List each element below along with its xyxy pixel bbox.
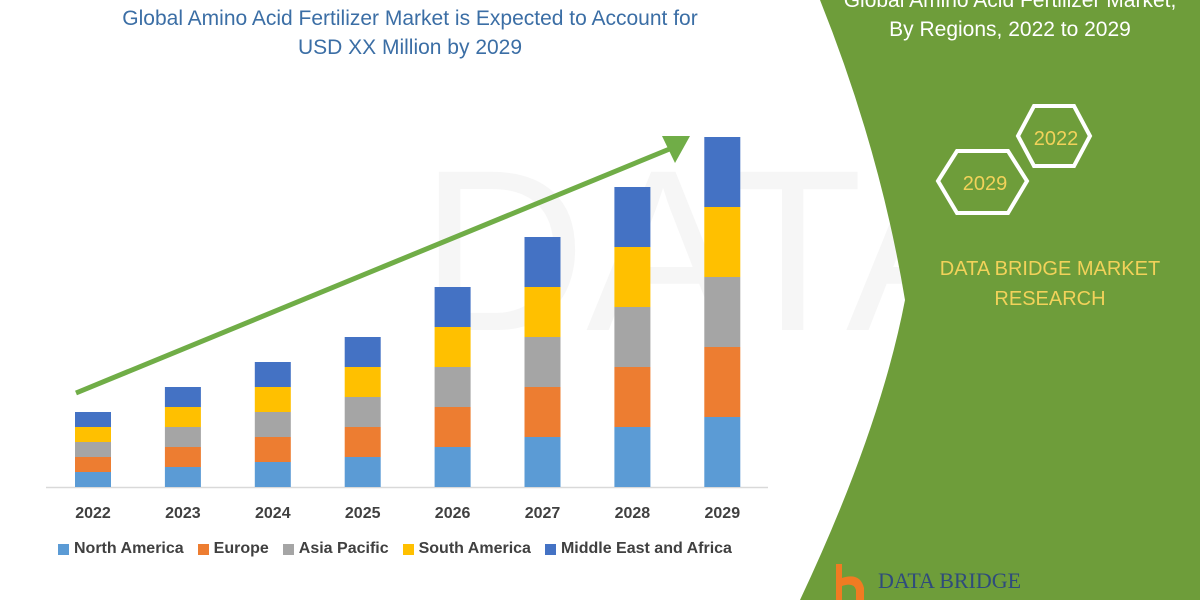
- side-title-line-1: Global Amino Acid Fertilizer Market,: [843, 0, 1177, 12]
- x-tick-label: 2025: [345, 505, 381, 522]
- bar-segment-asia-pacific-2027: [524, 337, 561, 387]
- bar-segment-south-america-2027: [524, 287, 561, 337]
- x-tick-label: 2022: [75, 505, 111, 522]
- hexagon-2029: [935, 149, 1030, 215]
- x-tick-label: 2027: [525, 505, 561, 522]
- bar-segment-south-america-2025: [344, 367, 381, 397]
- legend-item: Asia Pacific: [282, 540, 389, 558]
- chart-title: Global Amino Acid Fertilizer Market is E…: [60, 4, 760, 62]
- hexagon-2022: [1015, 104, 1093, 168]
- legend-item: Europe: [197, 540, 269, 558]
- x-tick-label: 2028: [615, 505, 651, 522]
- bar-segment-north-america-2022: [75, 472, 111, 487]
- brand-line-2: RESEARCH: [994, 288, 1106, 310]
- bar-segment-europe-2023: [164, 447, 201, 467]
- green-side-panel: [800, 0, 1200, 600]
- bar-segment-middle-east-and-africa-2028: [614, 187, 651, 247]
- bar-segment-north-america-2025: [344, 457, 381, 487]
- hex-label-2029: 2029: [963, 173, 1008, 195]
- legend-swatch: [58, 543, 69, 555]
- side-title-line-2: By Regions, 2022 to 2029: [889, 18, 1131, 41]
- bar-segment-north-america-2026: [434, 447, 471, 487]
- bar-segment-middle-east-and-africa-2024: [254, 362, 291, 387]
- logo-mark-icon: [836, 564, 864, 600]
- bar-segment-north-america-2028: [614, 427, 651, 487]
- bar-segment-asia-pacific-2023: [164, 427, 201, 447]
- x-tick-label: 2026: [435, 505, 471, 522]
- legend-item: Middle East and Africa: [544, 540, 732, 558]
- stacked-bar-chart: 2022 2023 2024 2025 2026 2027 2028 2029: [46, 136, 768, 522]
- x-tick-label: 2024: [255, 505, 291, 522]
- legend-item: North America: [58, 540, 184, 558]
- bar-segment-asia-pacific-2025: [344, 397, 381, 427]
- legend-label: Europe: [213, 540, 269, 557]
- bar-segment-south-america-2029: [704, 207, 741, 277]
- chart-legend: North America Europe Asia Pacific South Ame…: [58, 540, 732, 558]
- bar-segment-north-america-2027: [524, 437, 561, 487]
- bar-segment-south-america-2022: [75, 427, 111, 442]
- bar-segment-europe-2022: [75, 457, 111, 472]
- legend-swatch: [282, 543, 294, 555]
- bar-segment-asia-pacific-2022: [75, 442, 111, 457]
- trend-arrow-head-icon: [662, 136, 690, 163]
- legend-label: Asia Pacific: [298, 540, 389, 557]
- company-logo: DATA BRIDGE: [830, 562, 1021, 600]
- bar-segment-middle-east-and-africa-2026: [434, 287, 471, 327]
- bar-segment-south-america-2024: [254, 387, 291, 412]
- trend-arrow-line: [75, 145, 673, 396]
- legend-item: South America: [402, 540, 531, 558]
- legend-label: North America: [74, 540, 184, 557]
- bar-segment-south-america-2026: [434, 327, 471, 367]
- title-line-1: Global Amino Acid Fertilizer Market is E…: [122, 7, 698, 30]
- bar-segment-europe-2026: [434, 407, 471, 447]
- bar-segment-middle-east-and-africa-2022: [75, 412, 111, 427]
- bar-segment-north-america-2023: [164, 467, 201, 487]
- x-tick-label: 2023: [165, 505, 201, 522]
- legend-swatch: [402, 543, 414, 555]
- bar-segment-europe-2029: [704, 347, 741, 417]
- bar-segment-middle-east-and-africa-2027: [524, 237, 561, 287]
- bar-segment-asia-pacific-2028: [614, 307, 651, 367]
- bar-segment-europe-2027: [524, 387, 561, 437]
- bar-segment-middle-east-and-africa-2023: [164, 387, 201, 407]
- legend-swatch: [544, 543, 556, 555]
- bar-segment-north-america-2029: [704, 417, 741, 487]
- bar-segment-europe-2028: [614, 367, 651, 427]
- legend-label: Middle East and Africa: [560, 540, 732, 557]
- bar-segment-asia-pacific-2026: [434, 367, 471, 407]
- side-panel-title: Global Amino Acid Fertilizer Market, By …: [830, 0, 1190, 44]
- brand-text: DATA BRIDGE MARKET RESEARCH: [900, 254, 1200, 314]
- bar-segment-middle-east-and-africa-2029: [704, 137, 741, 207]
- title-line-2: USD XX Million by 2029: [297, 36, 523, 59]
- brand-line-1: DATA BRIDGE MARKET: [939, 258, 1161, 280]
- bar-segment-south-america-2028: [614, 247, 651, 307]
- bar-segment-europe-2024: [254, 437, 291, 462]
- bar-segment-asia-pacific-2029: [704, 277, 741, 347]
- bar-segment-south-america-2023: [164, 407, 201, 427]
- bar-segment-north-america-2024: [254, 462, 291, 487]
- hex-label-2022: 2022: [1034, 128, 1079, 150]
- x-tick-label: 2029: [705, 505, 741, 522]
- legend-swatch: [197, 543, 209, 555]
- logo-text: DATA BRIDGE: [878, 568, 1022, 593]
- bar-segment-asia-pacific-2024: [254, 412, 291, 437]
- bar-segment-middle-east-and-africa-2025: [344, 337, 381, 367]
- legend-label: South America: [418, 540, 531, 557]
- bar-segment-europe-2025: [344, 427, 381, 457]
